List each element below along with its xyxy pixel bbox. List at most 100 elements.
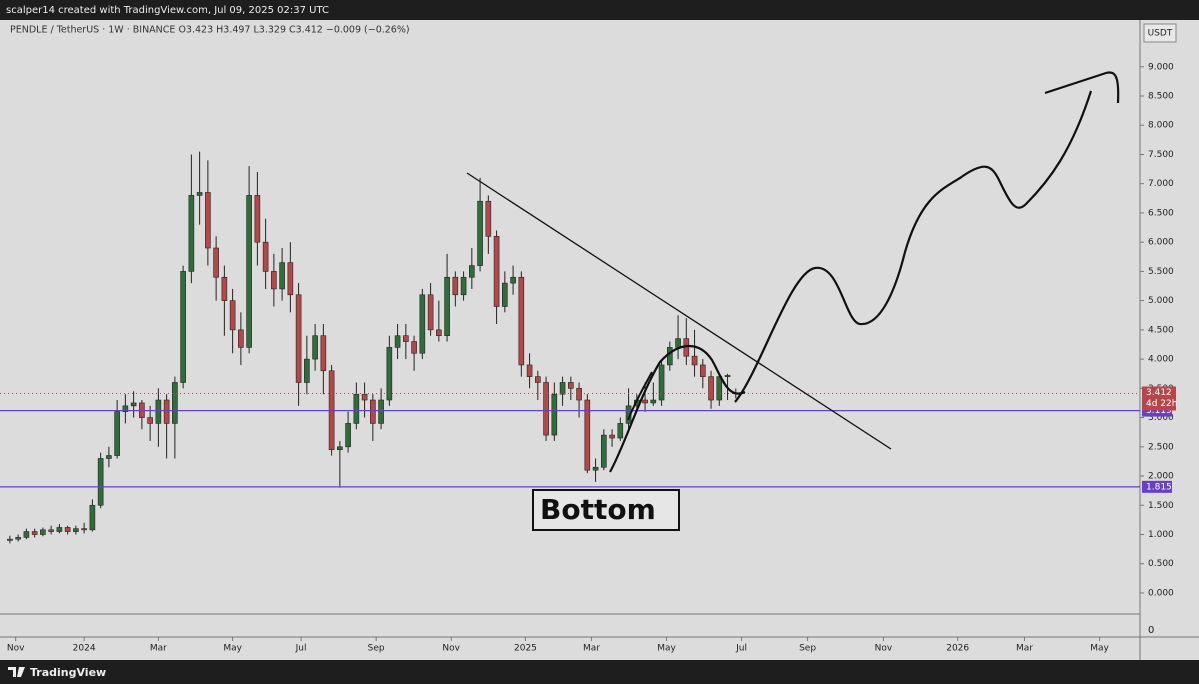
candle-body — [559, 382, 566, 395]
candle-body — [502, 282, 508, 307]
candle-body — [89, 504, 96, 531]
candle-body — [485, 200, 492, 237]
x-tick-label: 2024 — [73, 644, 96, 654]
level-tag — [1142, 480, 1172, 493]
candle-body — [271, 271, 277, 290]
countdown: 4d 22h — [1146, 399, 1177, 409]
candle-body — [320, 335, 327, 372]
candle-body — [361, 393, 368, 401]
forecast-arrow — [1044, 71, 1120, 104]
x-tick-label: Mar — [583, 644, 600, 654]
candle-body — [601, 434, 607, 468]
candle-body — [254, 195, 261, 243]
annotation-box — [532, 489, 680, 531]
candle-body — [526, 364, 533, 377]
currency: USDT — [1148, 29, 1173, 39]
y-tick-label: 7.000 — [1148, 179, 1174, 189]
candle-body — [106, 455, 112, 459]
candle-body — [386, 347, 393, 401]
candle-body — [700, 364, 706, 377]
candle-body — [724, 375, 731, 377]
y-tick-label: 9.000 — [1148, 62, 1174, 72]
y-tick-label: 2.500 — [1148, 442, 1174, 452]
candle-body — [716, 376, 723, 401]
x-tick-label: Mar — [1016, 644, 1033, 654]
x-tick-label: Mar — [150, 644, 167, 654]
candle-body — [667, 347, 673, 366]
candle-body — [279, 262, 285, 290]
candle-body — [31, 531, 38, 535]
candle-body — [229, 300, 236, 331]
candle-body — [576, 388, 582, 401]
candle-body — [81, 528, 87, 531]
candle-body — [48, 529, 54, 532]
last-price-label: 3.412 — [1146, 388, 1172, 398]
candle-body — [403, 335, 409, 342]
candle-body — [460, 276, 467, 296]
candle-body — [568, 382, 574, 389]
candle-body — [238, 329, 244, 348]
candle-body — [246, 195, 252, 348]
x-tick-label: Jul — [295, 644, 307, 654]
y-tick-label: 5.000 — [1148, 296, 1174, 306]
candle-body — [180, 271, 186, 383]
y-tick-label: 2.000 — [1148, 472, 1174, 482]
last-price-tag — [1142, 386, 1176, 411]
candle-body — [147, 417, 153, 424]
candle-body — [419, 294, 426, 354]
candle-body — [205, 192, 211, 249]
x-tick-label: Nov — [7, 644, 25, 654]
chart-title: PENDLE / TetherUS · 1W · BINANCE O3.423 … — [10, 25, 410, 36]
level-label: 3.119 — [1146, 406, 1172, 416]
candle-body — [15, 537, 21, 540]
x-tick-label: May — [1090, 644, 1109, 654]
candle-body — [353, 393, 360, 424]
candle-body — [584, 399, 591, 471]
annotation: Bottom — [540, 493, 656, 526]
candle-body — [452, 276, 459, 296]
candle-body — [114, 411, 120, 456]
candle-body — [97, 458, 104, 506]
candle-body — [7, 538, 13, 541]
y-tick-label: 4.500 — [1148, 325, 1174, 335]
candle-body — [477, 200, 483, 266]
footer: TradingView — [30, 666, 106, 679]
lower-pane-label: 0 — [1148, 625, 1154, 636]
x-tick-label: 2026 — [946, 644, 969, 654]
candle-body — [543, 382, 549, 436]
x-tick-label: May — [657, 644, 676, 654]
y-tick-label: 3.000 — [1148, 413, 1174, 423]
candle-body — [658, 364, 665, 401]
candle-body — [337, 446, 343, 451]
candle-body — [493, 236, 500, 307]
y-tick-label: 8.500 — [1148, 92, 1174, 102]
candle-body — [172, 382, 178, 424]
candle-body — [411, 341, 417, 354]
candle-body — [221, 276, 228, 301]
candle-body — [469, 265, 475, 278]
candle-body — [510, 276, 516, 284]
candle-body — [551, 393, 558, 436]
candle-body — [691, 355, 698, 366]
y-tick-label: 1.000 — [1148, 530, 1174, 540]
candle-body — [287, 262, 294, 296]
level-label: 1.815 — [1146, 482, 1172, 492]
drawings — [466, 71, 1120, 531]
candle-body — [592, 466, 599, 471]
candle-body — [345, 423, 351, 448]
footer-bar — [0, 660, 1199, 684]
candle-body — [535, 376, 541, 383]
candle-body — [518, 276, 525, 366]
candle-body — [617, 423, 624, 439]
candle-body — [650, 399, 657, 404]
x-tick-label: May — [223, 644, 242, 654]
banner: scalper14 created with TradingView.com, … — [6, 5, 329, 16]
candle-body — [130, 402, 137, 407]
candle-body — [23, 531, 30, 538]
candle-body — [196, 192, 203, 196]
candle-body — [64, 527, 71, 532]
forecast-curve — [734, 90, 1093, 403]
candle-body — [163, 399, 170, 424]
trend-line — [466, 172, 892, 450]
